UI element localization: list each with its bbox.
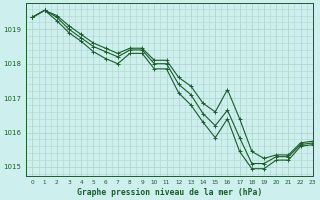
X-axis label: Graphe pression niveau de la mer (hPa): Graphe pression niveau de la mer (hPa): [77, 188, 262, 197]
